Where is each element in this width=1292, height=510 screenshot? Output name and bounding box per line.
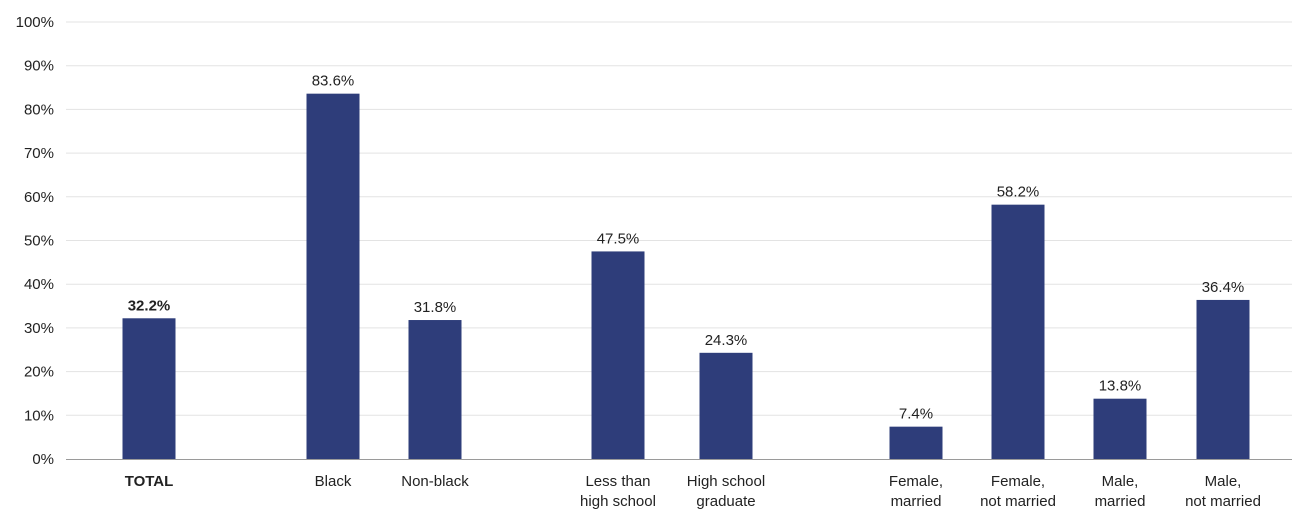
x-tick-label: Female, married (889, 473, 943, 510)
y-tick-label: 60% (24, 189, 54, 206)
data-label: 83.6% (312, 73, 355, 90)
y-tick-label: 80% (24, 101, 54, 118)
bar (306, 93, 360, 459)
y-tick-label: 100% (16, 14, 54, 31)
category-labels: TOTAL Black Non-black Less than high school H… (125, 473, 1261, 510)
bars (122, 93, 1250, 459)
bar (991, 204, 1045, 459)
value-labels: 32.2% 83.6% 31.8% 47.5% 24.3% 7.4% 58.2% 13.8% 3… (128, 73, 1245, 423)
y-tick-label: 90% (24, 58, 54, 75)
y-tick-label: 50% (24, 233, 54, 250)
y-tick-label: 40% (24, 276, 54, 293)
y-tick-label: 70% (24, 145, 54, 162)
bar (122, 318, 176, 459)
y-tick-label: 30% (24, 320, 54, 337)
bar (1093, 398, 1147, 459)
bar (591, 251, 645, 459)
y-tick-label: 0% (32, 451, 54, 468)
data-label: 32.2% (128, 297, 171, 314)
data-label: 36.4% (1202, 279, 1245, 296)
gridlines (66, 21, 1292, 416)
data-label: 47.5% (597, 230, 640, 247)
data-label: 7.4% (899, 406, 933, 423)
bar (408, 320, 462, 459)
bar (1196, 299, 1250, 459)
y-axis-ticks: 0% 10% 20% 30% 40% 50% 60% 70% 80% 90% 100% (16, 14, 54, 468)
x-tick-label: Female, not married (980, 473, 1056, 510)
x-tick-label: Male, not married (1185, 473, 1261, 510)
x-tick-label: TOTAL (125, 473, 174, 490)
bar (699, 352, 753, 459)
x-tick-label: Male, married (1095, 473, 1146, 510)
y-tick-label: 20% (24, 364, 54, 381)
data-label: 58.2% (997, 184, 1040, 201)
data-label: 31.8% (414, 299, 457, 316)
data-label: 24.3% (705, 332, 748, 349)
x-tick-label: Non-black (401, 473, 469, 490)
x-tick-label: Black (315, 473, 352, 490)
x-tick-label: Less than high school (580, 473, 656, 510)
bar (889, 426, 943, 459)
y-tick-label: 10% (24, 407, 54, 424)
data-label: 13.8% (1099, 378, 1142, 395)
x-tick-label: High school graduate (687, 473, 765, 510)
